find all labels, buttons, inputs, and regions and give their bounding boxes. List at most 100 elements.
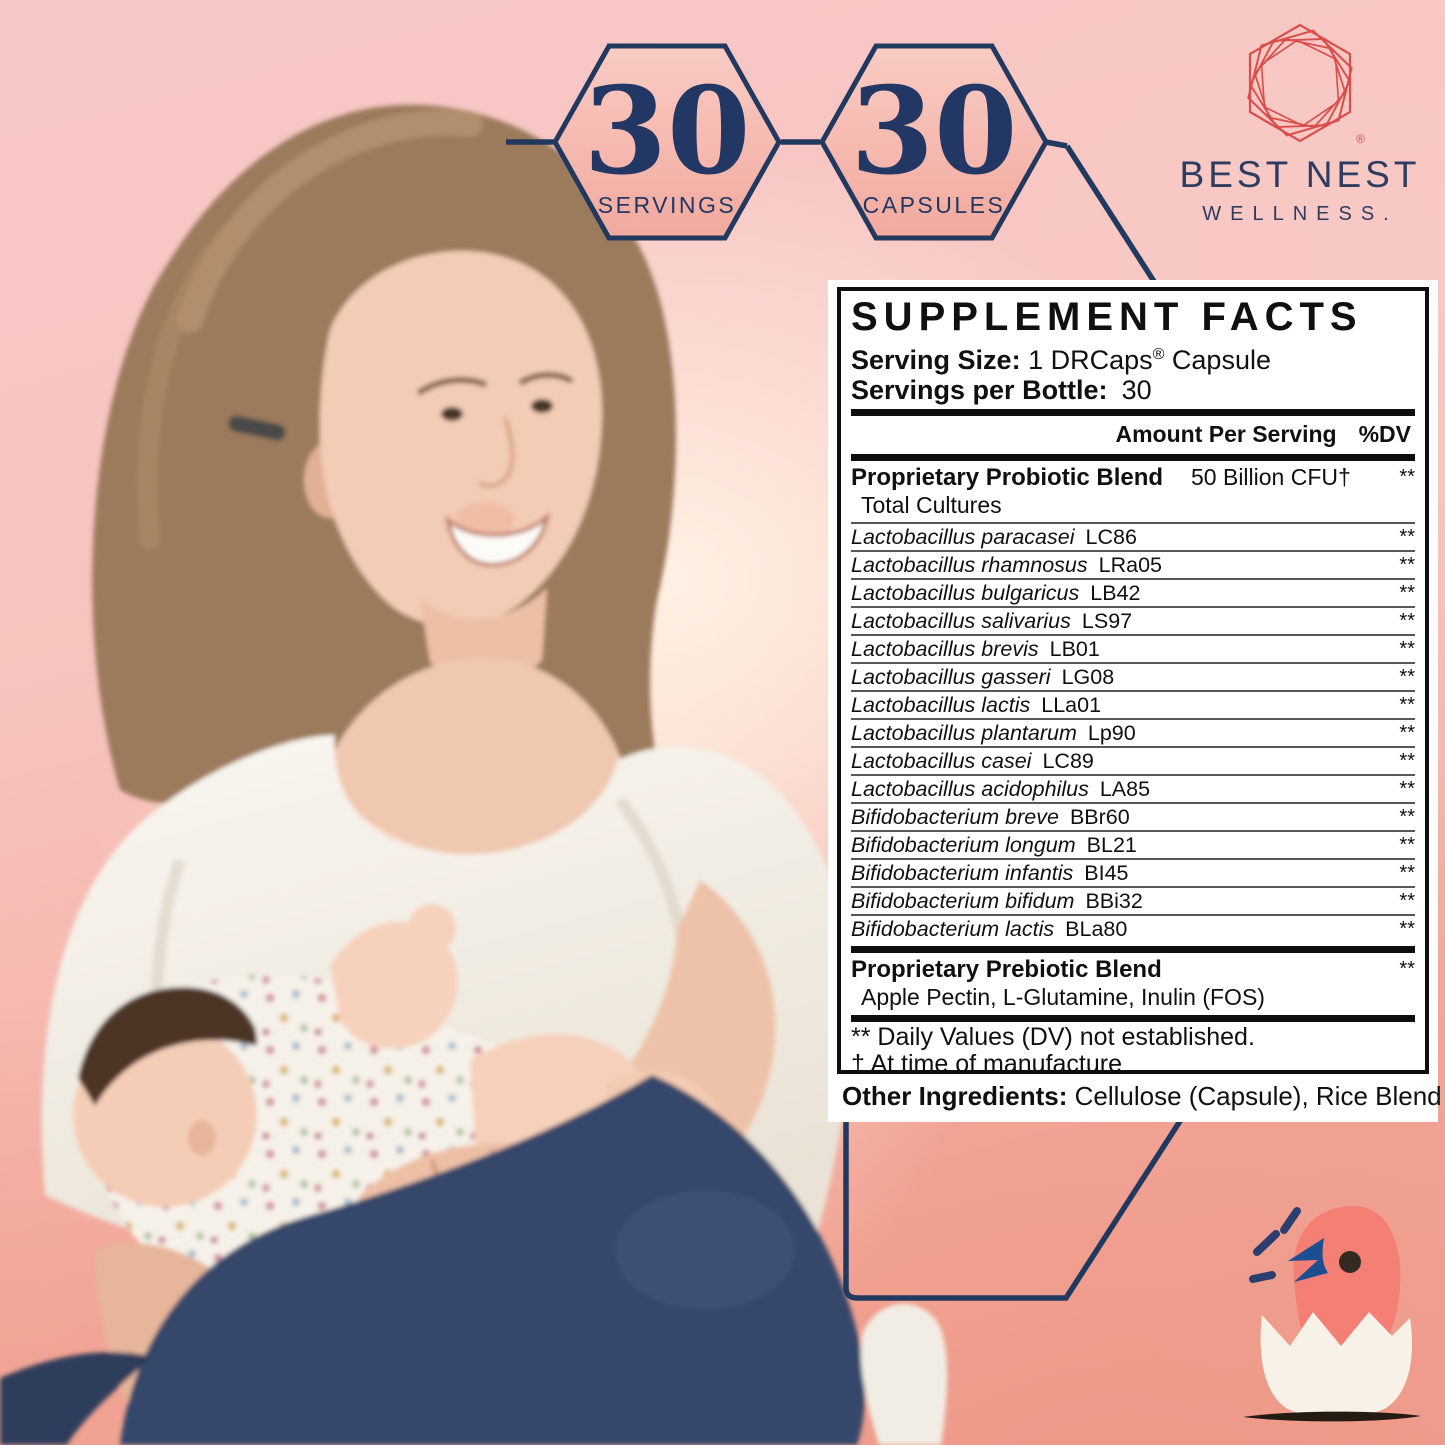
- strain-code: BBi32: [1085, 889, 1143, 913]
- strain-dv: **: [1399, 834, 1415, 856]
- strain-row: Lactobacillus salivarius LS97 **: [851, 606, 1415, 634]
- strain-code: BBr60: [1069, 805, 1130, 829]
- other-ingredients-value: Cellulose (Capsule), Rice Blend: [1067, 1081, 1442, 1111]
- facts-border-box: SUPPLEMENT FACTS Serving Size: 1 DRCaps®…: [837, 287, 1429, 1074]
- hair-clip: [228, 415, 286, 441]
- eye: [531, 399, 553, 413]
- big-hexagon-bottom: [843, 1116, 1185, 1301]
- servings-per-bottle-line: Servings per Bottle: 30: [851, 375, 1415, 405]
- strain-code: BI45: [1084, 861, 1129, 885]
- hair-highlight: [137, 222, 240, 550]
- strain-row: Lactobacillus plantarum Lp90 **: [851, 718, 1415, 746]
- servings-per-bottle-label: Servings per Bottle:: [851, 375, 1108, 405]
- strain-code: BL21: [1086, 833, 1137, 857]
- strain-dv: **: [1399, 554, 1415, 576]
- amount-per-serving-header: Amount Per Serving: [1115, 421, 1337, 447]
- prebiotic-blend-dv: **: [1399, 958, 1415, 980]
- supplement-facts-panel: SUPPLEMENT FACTS Serving Size: 1 DRCaps®…: [828, 280, 1442, 1122]
- probiotic-blend-dv: **: [1399, 466, 1415, 488]
- jeans-edge: [0, 1352, 152, 1445]
- strain-species: Bifidobacterium breve: [851, 805, 1059, 829]
- baby-hand: [408, 904, 456, 952]
- strain-species: Lactobacillus bulgaricus: [851, 581, 1080, 605]
- brand-subname: WELLNESS.: [1202, 203, 1398, 225]
- divider-thick: [851, 409, 1415, 416]
- strain-row: Lactobacillus acidophilus LA85 **: [851, 774, 1415, 802]
- eyebrow: [519, 372, 573, 385]
- strain-row: Bifidobacterium longum BL21 **: [851, 830, 1415, 858]
- strain-species: Lactobacillus plantarum: [851, 721, 1077, 745]
- strain-species: Bifidobacterium bifidum: [851, 889, 1075, 913]
- serving-size-suffix: Capsule: [1164, 345, 1271, 375]
- connector-line: [1045, 139, 1068, 149]
- prebiotic-ingredients-row: Apple Pectin, L-Glutamine, Inulin (FOS): [861, 984, 1265, 1010]
- dv-header: %DV: [1358, 421, 1411, 447]
- servings-per-bottle-value: 30: [1121, 375, 1152, 405]
- eyebrow: [417, 377, 487, 395]
- strain-row: Lactobacillus bulgaricus LB42 **: [851, 578, 1415, 606]
- footnote-dv: ** Daily Values (DV) not established.: [851, 1023, 1255, 1051]
- strain-code: LC86: [1085, 525, 1137, 549]
- big-hexagon-edge: [1064, 144, 1158, 285]
- strain-code: LB42: [1090, 581, 1141, 605]
- probiotic-blend-name: Proprietary Probiotic Blend: [851, 464, 1164, 491]
- strain-dv: **: [1399, 526, 1415, 548]
- eye: [441, 407, 463, 421]
- strain-code: LLa01: [1041, 693, 1102, 717]
- strain-dv: **: [1399, 890, 1415, 912]
- strain-dv: **: [1399, 638, 1415, 660]
- strain-dv: **: [1399, 806, 1415, 828]
- hexagon-icon: [819, 43, 1049, 241]
- eggshell: [1260, 1312, 1413, 1418]
- strain-species: Lactobacillus lactis: [851, 693, 1031, 717]
- strain-code: LB01: [1049, 637, 1100, 661]
- strain-row: Lactobacillus gasseri LG08 **: [851, 662, 1415, 690]
- jeans-knee-highlight: [615, 1190, 795, 1310]
- capsules-label: CAPSULES: [862, 192, 1006, 218]
- strain-code: LRa05: [1098, 553, 1162, 577]
- strain-species: Bifidobacterium lactis: [851, 917, 1055, 941]
- strain-row: Lactobacillus lactis LLa01 **: [851, 690, 1415, 718]
- strain-species: Lactobacillus rhamnosus: [851, 553, 1088, 577]
- strain-row: Bifidobacterium breve BBr60 **: [851, 802, 1415, 830]
- strain-row: Lactobacillus paracasei LC86 **: [851, 522, 1415, 550]
- nose: [478, 417, 515, 489]
- strain-row: Lactobacillus brevis LB01 **: [851, 634, 1415, 662]
- nest-logo-icon: ®: [1247, 23, 1365, 146]
- chest-skin: [325, 658, 624, 857]
- column-headers: Amount Per Serving %DV: [851, 418, 1415, 450]
- baby-arm: [330, 921, 459, 1049]
- other-ingredients-line: Other Ingredients: Cellulose (Capsule), …: [842, 1081, 1442, 1111]
- strain-list: Lactobacillus paracasei LC86 ** Lactobac…: [851, 522, 1415, 942]
- registered-mark: ®: [1356, 132, 1365, 146]
- serving-size-label: Serving Size:: [851, 345, 1021, 375]
- strain-species: Lactobacillus casei: [851, 749, 1032, 773]
- badge-servings: 30 SERVINGS: [551, 42, 783, 242]
- divider-thick: [851, 946, 1415, 953]
- strain-species: Lactobacillus gasseri: [851, 665, 1051, 689]
- brand-logo: ® BEST NEST WELLNESS.: [1150, 18, 1445, 226]
- smile: [445, 511, 551, 568]
- brand-name: BEST NEST: [1179, 154, 1421, 195]
- strain-species: Lactobacillus salivarius: [851, 609, 1071, 633]
- capsules-count: 30: [850, 61, 1018, 202]
- facts-title: SUPPLEMENT FACTS: [851, 295, 1363, 339]
- strain-row: Bifidobacterium infantis BI45 **: [851, 858, 1415, 886]
- probiotic-blend-row: Proprietary Probiotic Blend 50 Billion C…: [851, 463, 1415, 492]
- other-ingredients-label: Other Ingredients:: [842, 1081, 1068, 1111]
- chick-eye: [1339, 1251, 1361, 1273]
- strain-dv: **: [1399, 722, 1415, 744]
- strain-dv: **: [1399, 862, 1415, 884]
- baby-hair: [78, 987, 258, 1106]
- baby-ear: [188, 1120, 216, 1156]
- serving-size-line: Serving Size: 1 DRCaps® Capsule: [851, 340, 1415, 375]
- strain-dv: **: [1399, 778, 1415, 800]
- strain-code: LS97: [1081, 609, 1133, 633]
- strain-code: BLa80: [1065, 917, 1128, 941]
- strain-dv: **: [1399, 750, 1415, 772]
- chirp-marks: [1249, 1207, 1301, 1283]
